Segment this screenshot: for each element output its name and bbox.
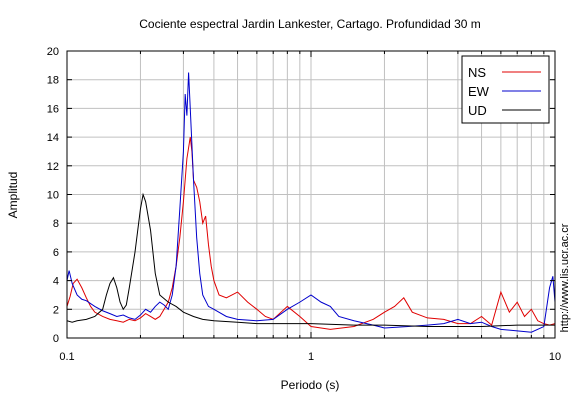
legend-label-ud: UD <box>468 103 487 118</box>
y-tick-label: 18 <box>47 75 59 87</box>
ticks: 0 2 4 6 8 10 12 14 16 18 20 0.1 1 10 <box>47 46 561 363</box>
series-layer <box>67 72 555 333</box>
source-url: http://www.lis.ucr.ac.cr <box>559 223 571 332</box>
legend: NS EW UD <box>461 55 550 124</box>
series-line-ew <box>67 72 555 333</box>
series-line-ud <box>67 192 555 328</box>
y-tick-label: 0 <box>53 333 59 345</box>
y-tick-label: 20 <box>47 46 59 58</box>
grid <box>67 51 555 338</box>
series-line-ns <box>67 137 555 330</box>
y-axis-label: Amplitud <box>6 172 20 219</box>
y-tick-label: 2 <box>53 304 59 316</box>
y-tick-label: 12 <box>47 161 59 173</box>
x-tick-label: 10 <box>549 351 561 363</box>
x-tick-label: 1 <box>308 351 314 363</box>
y-tick-label: 14 <box>47 132 59 144</box>
chart-title: Cociente espectral Jardin Lankester, Car… <box>139 17 481 31</box>
legend-label-ew: EW <box>468 84 490 99</box>
x-tick-label: 0.1 <box>59 351 74 363</box>
legend-box <box>461 55 550 124</box>
y-tick-label: 16 <box>47 103 59 115</box>
legend-label-ns: NS <box>468 65 486 80</box>
y-tick-label: 6 <box>53 247 59 259</box>
y-tick-label: 4 <box>53 276 59 288</box>
y-tick-label: 10 <box>47 190 59 202</box>
y-tick-label: 8 <box>53 218 59 230</box>
x-axis-label: Periodo (s) <box>281 378 340 392</box>
